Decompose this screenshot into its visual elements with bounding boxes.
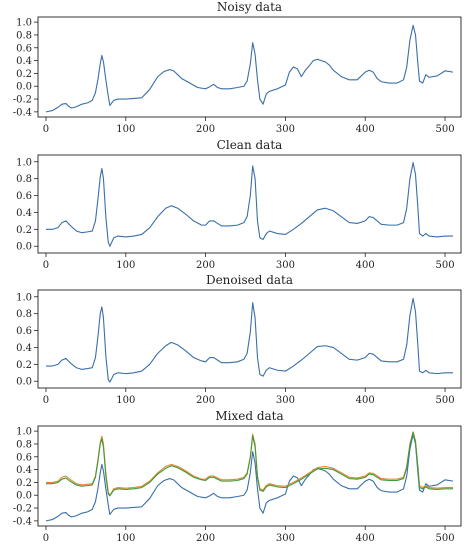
x-tick-label: 200 <box>196 124 215 135</box>
x-tick-label: 500 <box>435 533 454 544</box>
plot-frame <box>37 16 462 118</box>
x-tick-label: 300 <box>276 124 295 135</box>
x-tick-label: 0 <box>43 533 49 544</box>
series-line-clean <box>45 162 454 247</box>
y-tick-label: 0.8 <box>16 30 32 41</box>
y-tick-label: 0.4 <box>16 56 32 67</box>
series-line-mixed-denoised <box>45 431 454 497</box>
x-tick-label: 300 <box>276 260 295 271</box>
x-tick-label: 400 <box>356 533 375 544</box>
x-tick-label: 0 <box>43 395 49 406</box>
x-tick-label: 400 <box>356 124 375 135</box>
chart-title: Noisy data <box>217 0 282 14</box>
y-tick-label: 0.6 <box>16 191 32 202</box>
y-tick-label: -0.2 <box>13 95 32 106</box>
y-tick-label: -0.4 <box>13 107 32 118</box>
y-tick-label: -0.4 <box>13 516 32 527</box>
y-tick-label: 1.0 <box>16 157 32 168</box>
x-tick-label: 300 <box>276 533 295 544</box>
chart-panel-clean-data: Clean data 0 100 200 300 400 500 0.0 0.2 0.4 0.6 0.… <box>16 138 462 271</box>
series-line-noisy <box>45 24 454 113</box>
y-tick-label: -0.2 <box>13 504 32 515</box>
series-line-mixed-noisy <box>45 433 454 522</box>
y-tick-label: 0.0 <box>16 242 32 253</box>
x-tick-label: 200 <box>196 395 215 406</box>
chart-panel-mixed-data: Mixed data 0 100 200 300 400 500 -0.4-0.2 0.0 0.2… <box>13 409 462 544</box>
y-tick-label: 0.0 <box>16 491 32 502</box>
y-tick-label: 1.0 <box>16 427 32 438</box>
x-tick-label: 500 <box>435 260 454 271</box>
y-tick-label: 0.0 <box>16 82 32 93</box>
y-tick-label: 0.6 <box>16 452 32 463</box>
plot-frame <box>37 425 462 527</box>
chart-panel-noisy-data: Noisy data 0 100 200 300 400 500 -0.4-0.2 0.0 0.2… <box>13 0 462 135</box>
y-tick-label: 0.6 <box>16 326 32 337</box>
y-tick-label: 0.4 <box>16 465 32 476</box>
y-tick-label: 0.0 <box>16 377 32 388</box>
y-tick-label: 0.8 <box>16 309 32 320</box>
x-tick-label: 400 <box>356 395 375 406</box>
y-tick-label: 0.4 <box>16 208 32 219</box>
x-tick-label: 500 <box>435 395 454 406</box>
x-tick-label: 100 <box>116 533 135 544</box>
y-tick-label: 0.2 <box>16 478 32 489</box>
series-line-denoised <box>45 297 454 383</box>
x-tick-label: 100 <box>116 260 135 271</box>
x-tick-label: 400 <box>356 260 375 271</box>
x-tick-label: 100 <box>116 395 135 406</box>
y-tick-label: 0.2 <box>16 225 32 236</box>
y-tick-label: 0.6 <box>16 43 32 54</box>
chart-title: Denoised data <box>206 273 293 287</box>
x-tick-label: 0 <box>43 260 49 271</box>
x-tick-label: 200 <box>196 260 215 271</box>
y-tick-label: 0.4 <box>16 343 32 354</box>
y-tick-label: 0.8 <box>16 174 32 185</box>
chart-panel-denoised-data: Denoised data 0 100 200 300 400 500 0.0 0.2 0.4 0.… <box>16 273 462 406</box>
plot-frame <box>37 289 462 389</box>
x-tick-label: 300 <box>276 395 295 406</box>
x-tick-label: 200 <box>196 533 215 544</box>
x-tick-label: 0 <box>43 124 49 135</box>
y-tick-label: 0.2 <box>16 360 32 371</box>
y-tick-label: 0.2 <box>16 69 32 80</box>
y-tick-label: 1.0 <box>16 292 32 303</box>
x-tick-label: 500 <box>435 124 454 135</box>
chart-title: Mixed data <box>215 409 283 423</box>
chart-title: Clean data <box>217 138 283 152</box>
y-tick-label: 1.0 <box>16 18 32 29</box>
x-tick-label: 100 <box>116 124 135 135</box>
plot-frame <box>37 154 462 254</box>
y-tick-label: 0.8 <box>16 439 32 450</box>
